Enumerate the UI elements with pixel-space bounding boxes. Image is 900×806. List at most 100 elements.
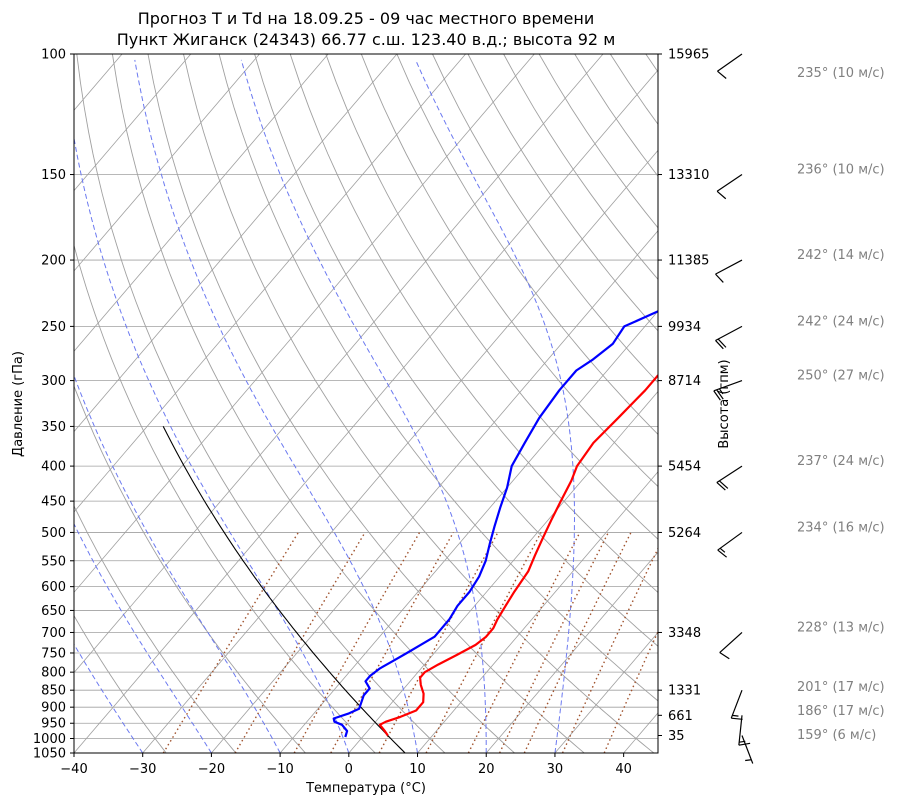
dry-adiabat (681, 54, 900, 753)
wind-barb-flag (716, 190, 727, 200)
height-tick-label: 1331 (668, 684, 701, 699)
dry-adiabat (717, 54, 900, 753)
wind-barb-flag (719, 652, 730, 660)
wind-label: 228° (13 м/с) (797, 621, 885, 636)
wind-barb-flag (732, 714, 739, 717)
wind-label: 234° (16 м/с) (797, 520, 885, 535)
wind-label: 237° (24 м/с) (797, 454, 885, 469)
isotherm-line (74, 54, 329, 352)
moist-adiabat (134, 59, 418, 753)
wind-barb-flag (738, 742, 751, 746)
y-tick-label: 100 (41, 48, 66, 63)
wind-label: 236° (10 м/с) (797, 163, 885, 178)
sounding-series (332, 310, 658, 738)
wind-label: 242° (24 м/с) (797, 314, 885, 329)
dry-adiabat (74, 504, 237, 753)
isotherm-line (485, 551, 658, 753)
chart-title-line-1: Прогноз T и Td на 18.09.25 - 09 час мест… (138, 9, 594, 28)
height-axis-label: Высота (гпм) (717, 359, 732, 448)
wind-label: 235° (10 м/с) (797, 66, 885, 81)
isotherm-line (623, 712, 658, 753)
wind-barb-staff (741, 735, 754, 764)
dry-adiabat (574, 54, 658, 177)
moist-adiabat (74, 522, 212, 753)
axes: −40 −30 −20 −10 0 10 20 30 40 100 150 200 250 300 350 4… (33, 48, 709, 778)
wind-barb-flag (718, 388, 724, 395)
height-tick-label: 13310 (668, 168, 709, 183)
isotherm-line (554, 631, 658, 753)
wind-barb-staff (730, 689, 743, 719)
wind-barb-flag (717, 549, 727, 558)
height-tick-label: 11385 (668, 254, 709, 269)
dry-adiabat (74, 614, 167, 753)
wind-label: 201° (17 м/с) (797, 680, 885, 695)
wind-barb-staff (717, 53, 743, 72)
dry-adiabat (289, 54, 658, 594)
x-tick-label: −20 (198, 762, 225, 777)
mixing-ratio-line (162, 532, 299, 753)
wind-barb-staff (716, 174, 743, 192)
dry-adiabat (467, 54, 658, 332)
isotherm-line (417, 471, 658, 753)
wind-barbs: 235° (10 м/с) 236° (10 м/с) 242° (14 м/с) 2… (713, 53, 885, 764)
mixing-ratio-line (293, 532, 421, 753)
dry-adiabat (645, 54, 658, 73)
y-tick-label: 400 (41, 460, 66, 475)
y-tick-label: 900 (41, 701, 66, 716)
dry-adiabat (183, 54, 655, 753)
dry-adiabat (147, 54, 585, 753)
isotherm-line (74, 54, 466, 513)
dry-adiabat (432, 54, 658, 384)
wind-barb-staff (715, 325, 743, 342)
dry-adiabat (753, 54, 900, 753)
isotherm-line (74, 54, 535, 593)
isotherm-line (348, 390, 658, 753)
wind-barb-flag (716, 481, 726, 491)
y-tick-label: 1000 (33, 732, 66, 747)
isotherm-line (74, 54, 192, 192)
wind-barb-flag (719, 547, 726, 553)
wind-barb-flag (716, 389, 724, 400)
isotherm-line (142, 149, 658, 753)
wind-barb-staff (719, 632, 743, 653)
mixing-ratio-line (234, 532, 366, 753)
x-tick-label: 40 (615, 762, 632, 777)
y-tick-label: 550 (41, 554, 66, 569)
dry-adiabat (254, 54, 658, 647)
y-tick-label: 450 (41, 495, 66, 510)
wind-barb-flag (718, 480, 729, 489)
isotherm-line (211, 230, 658, 753)
dry-adiabat (74, 384, 306, 753)
wind-barb-flag (715, 273, 724, 283)
isotherm-line (74, 54, 260, 272)
y-tick-label: 650 (41, 604, 66, 619)
wind-label: 186° (17 м/с) (797, 704, 885, 719)
wind-barb-flag (745, 759, 752, 762)
wind-barb-staff (715, 259, 743, 275)
x-tick-label: −40 (60, 762, 87, 777)
moist-adiabat (415, 59, 575, 753)
dry-adiabat (859, 54, 900, 753)
x-tick-label: −30 (129, 762, 156, 777)
dry-adiabat (325, 54, 658, 540)
moist-adiabat (240, 59, 487, 753)
wind-barb-staff (713, 380, 743, 392)
y-tick-label: 200 (41, 254, 66, 269)
height-tick-label: 5264 (668, 526, 701, 541)
dry-adiabat (74, 243, 376, 753)
wind-label: 159° (6 м/с) (797, 728, 876, 743)
dry-adiabat (76, 54, 446, 753)
dry-adiabat (824, 54, 900, 753)
height-tick-label: 8714 (668, 374, 701, 389)
dry-adiabat (396, 54, 658, 436)
height-tick-label: 15965 (668, 48, 709, 63)
height-tick-label: 5454 (668, 460, 701, 475)
wind-label: 250° (27 м/с) (797, 369, 885, 384)
wind-barb-flag (717, 338, 727, 348)
x-tick-label: 0 (345, 762, 353, 777)
mixing-ratio-line (330, 532, 455, 753)
moist-adiabat (74, 374, 281, 753)
plot-frame (73, 53, 659, 754)
y-tick-label: 850 (41, 684, 66, 699)
